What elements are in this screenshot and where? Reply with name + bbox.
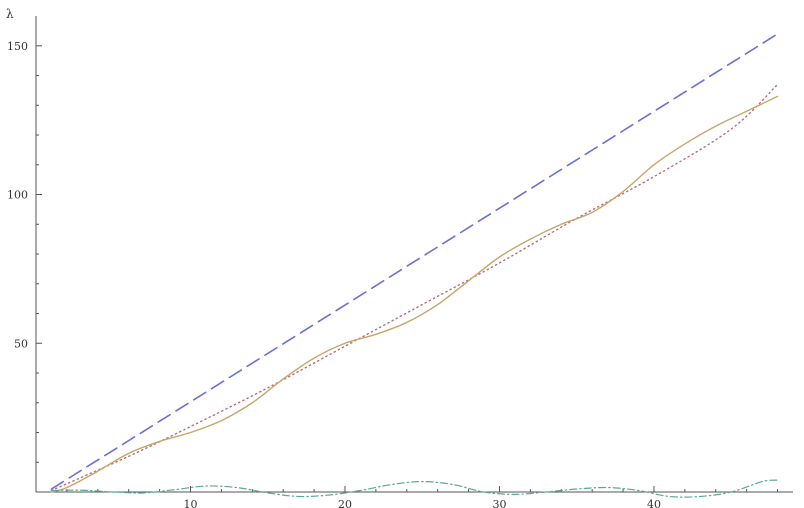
x-tick-label: 10 <box>183 498 197 508</box>
ticks: 10 20 30 40 50 100 150 <box>7 40 779 508</box>
x-tick-label: 20 <box>338 498 352 508</box>
series-line-dashed <box>50 33 779 490</box>
x-tick-label: 40 <box>647 498 661 508</box>
series-group <box>50 33 779 498</box>
y-tick-label: 150 <box>7 40 28 53</box>
y-axis-label: λ <box>6 7 14 21</box>
x-tick-label: 30 <box>492 498 506 508</box>
series-line-dash-dot <box>50 479 779 498</box>
axes <box>35 16 793 493</box>
y-tick-label: 50 <box>14 337 28 350</box>
y-tick-label: 100 <box>7 189 28 202</box>
series-line-dotted <box>50 83 779 492</box>
series-line-solid <box>50 95 779 493</box>
